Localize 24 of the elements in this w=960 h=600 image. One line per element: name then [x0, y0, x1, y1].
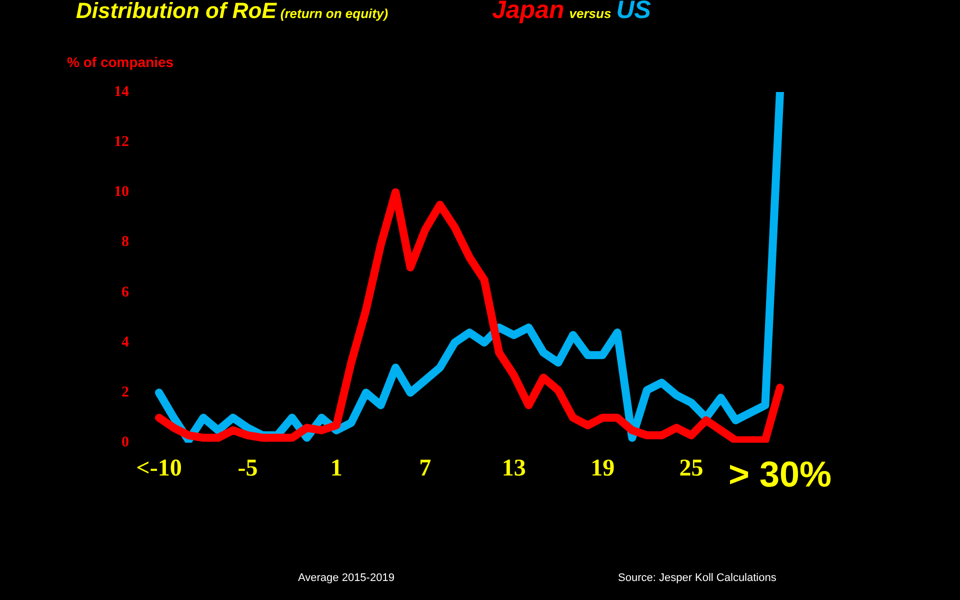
- y-tick-label: 8: [122, 234, 129, 250]
- x-tick-label: 25: [679, 455, 704, 482]
- chart-title: Distribution of RoE: [76, 0, 276, 23]
- x-tick-label: 19: [590, 455, 615, 482]
- x-tick-label: 1: [330, 455, 342, 482]
- text: versus: [569, 6, 612, 21]
- x-tick-label: 13: [502, 455, 526, 482]
- x-tick-label: <-10: [136, 455, 182, 482]
- y-tick-label: 14: [114, 84, 130, 100]
- x-tick-label: > 30%: [728, 453, 832, 494]
- y-tick-label: 2: [122, 384, 129, 401]
- chart-subtitle: (return on equity): [280, 6, 388, 21]
- y-tick-label: 10: [114, 184, 129, 200]
- y-tick-label: 12: [114, 134, 129, 150]
- y-tick-label: 4: [122, 334, 130, 350]
- y-tick-label: 6: [122, 284, 130, 300]
- y-tick-label: 0: [122, 434, 129, 451]
- text: US: [616, 0, 651, 24]
- y-axis-title: % of companies: [67, 54, 174, 70]
- x-tick-label: 7: [419, 455, 432, 482]
- text: Japan: [492, 0, 564, 24]
- source-note: Source: Jesper Koll Calculations: [618, 572, 776, 584]
- x-tick-label: -5: [238, 455, 258, 482]
- text: Average 2015-2019: [298, 572, 394, 584]
